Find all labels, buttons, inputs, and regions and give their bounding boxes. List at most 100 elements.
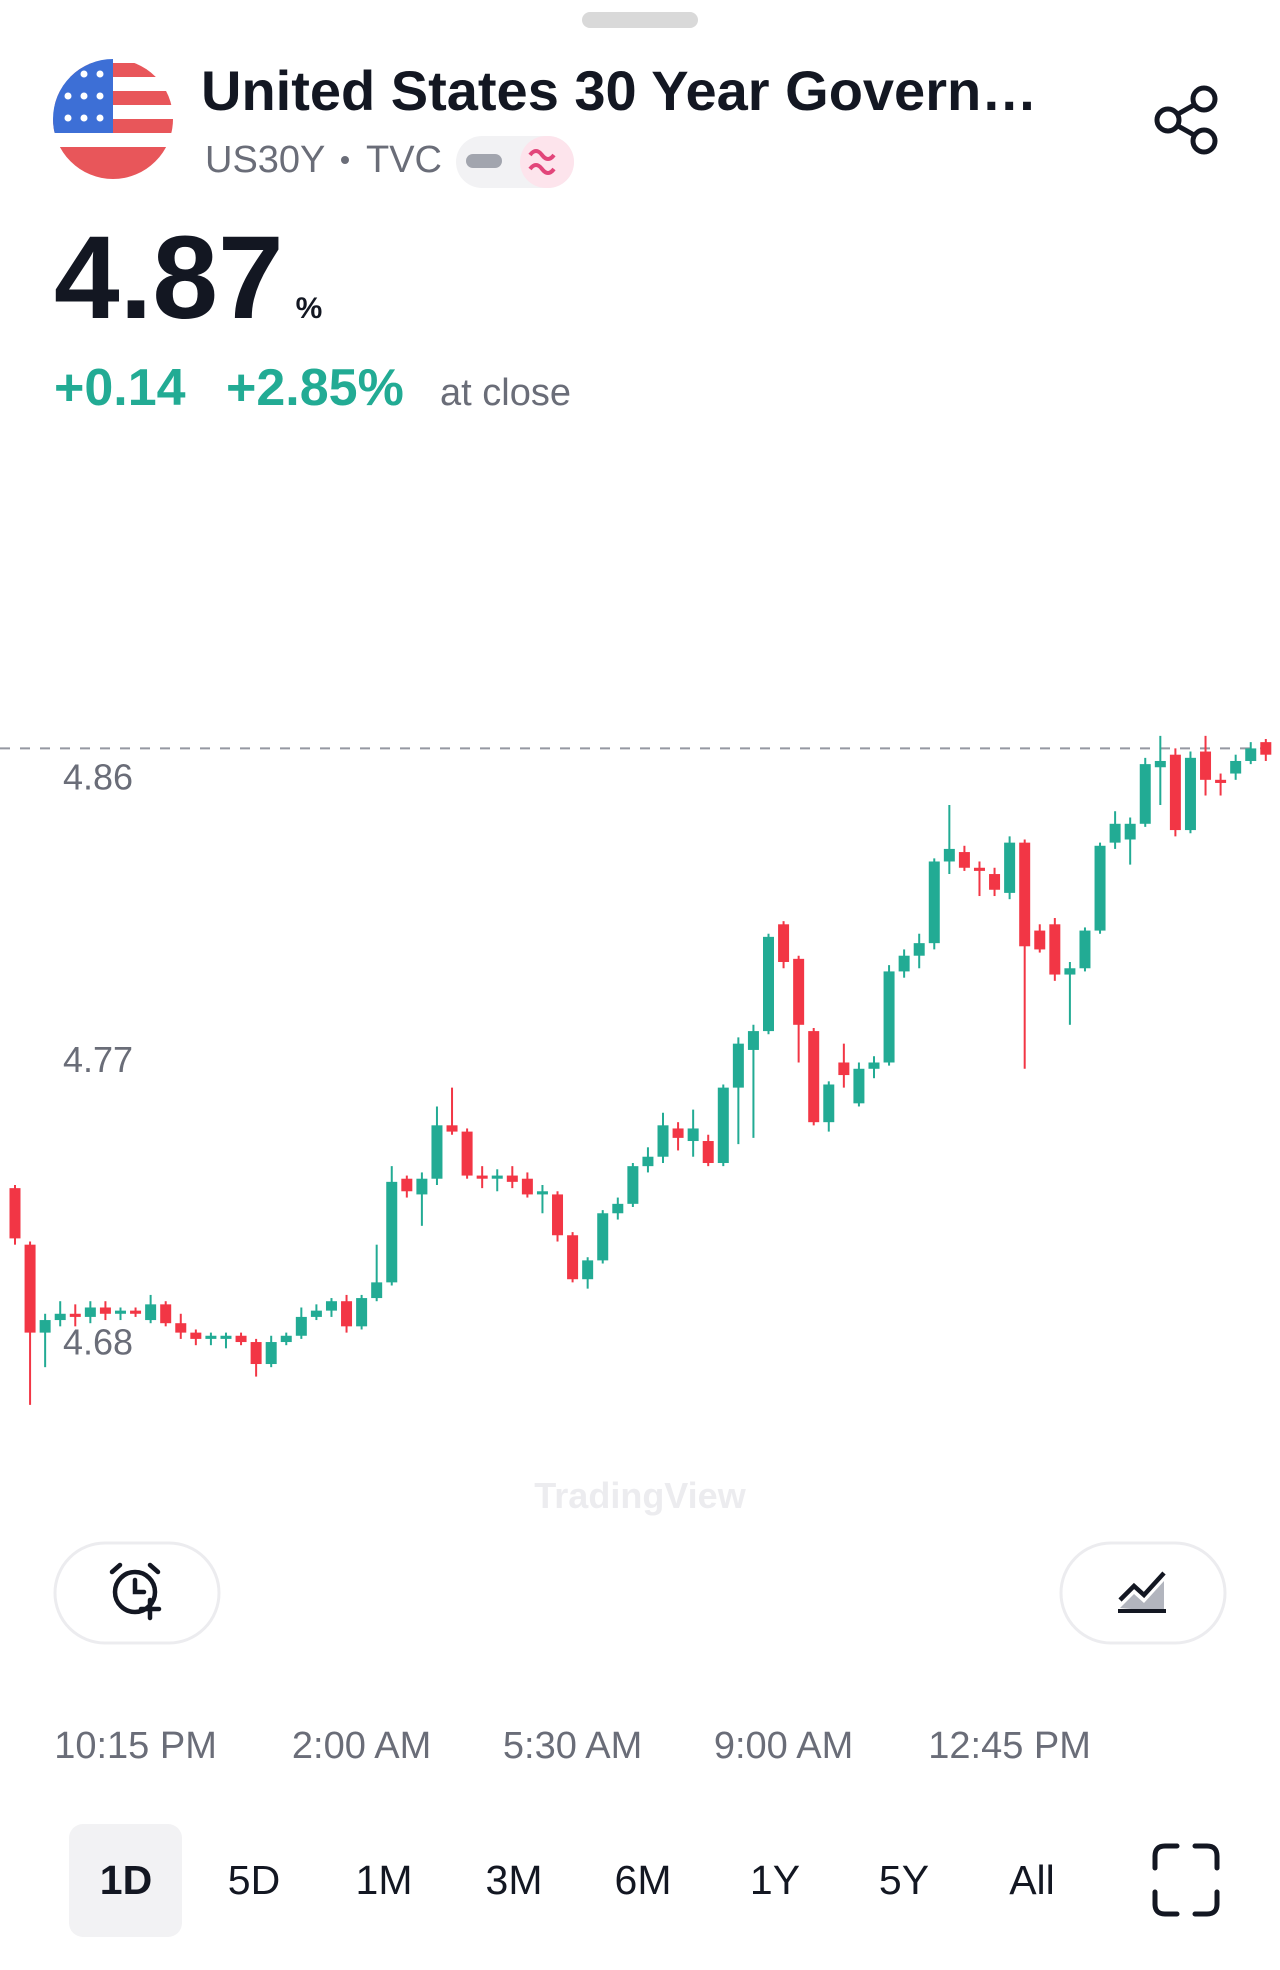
- candle-body: [747, 1031, 759, 1050]
- status-badges[interactable]: [456, 136, 574, 188]
- candle-body: [853, 1068, 865, 1104]
- candle-body: [1245, 748, 1257, 761]
- candle-body: [763, 936, 774, 1032]
- fullscreen-button[interactable]: [1152, 1843, 1220, 1917]
- candle-body: [973, 867, 985, 871]
- candle-body: [1260, 742, 1272, 755]
- candle-body: [39, 1320, 51, 1333]
- candle-body: [325, 1301, 337, 1311]
- candle-body: [99, 1307, 111, 1314]
- candle-body: [356, 1298, 368, 1327]
- candle-body: [250, 1342, 262, 1365]
- candle-body: [597, 1213, 609, 1261]
- range-tab[interactable]: 3M: [486, 1857, 543, 1903]
- candle-body: [1109, 823, 1121, 843]
- symbol: US30Y: [205, 139, 325, 181]
- selected-tab-background: [69, 1824, 182, 1937]
- candle-body: [341, 1301, 353, 1327]
- candle-body: [793, 958, 805, 1025]
- price: 4.87: [54, 212, 284, 344]
- candle-body: [1124, 823, 1136, 840]
- candle-body: [371, 1282, 383, 1299]
- candle-body: [928, 861, 940, 944]
- candle-body: [295, 1316, 307, 1336]
- candle-body: [24, 1244, 36, 1333]
- candle-body: [461, 1131, 473, 1176]
- candle-body: [130, 1310, 142, 1314]
- candle-body: [823, 1084, 835, 1123]
- separator-dot: [341, 156, 349, 164]
- candle-body: [838, 1062, 850, 1076]
- candle-body: [190, 1332, 202, 1339]
- candle-body: [868, 1062, 880, 1069]
- candle-body: [732, 1043, 744, 1088]
- candle-body: [898, 955, 910, 972]
- add-alert-button[interactable]: [53, 1541, 221, 1645]
- range-tab[interactable]: 6M: [615, 1857, 672, 1903]
- candle-body: [175, 1323, 187, 1333]
- candle-body: [220, 1335, 232, 1339]
- x-tick-label: 5:30 AM: [503, 1725, 642, 1767]
- x-tick-label: 9:00 AM: [714, 1725, 853, 1767]
- range-tab[interactable]: 5D: [228, 1857, 280, 1903]
- candle-body: [717, 1087, 729, 1164]
- candle-body: [205, 1335, 217, 1339]
- range-tab[interactable]: 1D: [100, 1857, 152, 1903]
- range-tabs: 1D 5D 1M 3M 6M 1Y 5Y All: [100, 1857, 1055, 1903]
- candle-body: [536, 1191, 548, 1195]
- candle-body: [476, 1175, 488, 1179]
- candle-body: [401, 1178, 413, 1192]
- candle-body: [627, 1166, 639, 1204]
- share-button[interactable]: [1154, 85, 1218, 155]
- candle-body: [778, 924, 790, 962]
- candle-body: [69, 1313, 81, 1317]
- candle-body: [1079, 930, 1091, 969]
- range-tab[interactable]: 5Y: [879, 1857, 929, 1903]
- candle-body: [1215, 779, 1227, 783]
- candle-body: [1019, 842, 1031, 947]
- change-percent: +2.85%: [226, 359, 404, 417]
- chart-style-button[interactable]: [1059, 1541, 1227, 1645]
- candle-body: [958, 852, 970, 868]
- instrument-title: United States 30 Year Govern…: [201, 59, 1037, 122]
- range-tab[interactable]: 1M: [356, 1857, 413, 1903]
- candle-body: [672, 1128, 684, 1138]
- candle-body: [989, 874, 1001, 890]
- candle-body: [506, 1175, 518, 1182]
- candle-body: [446, 1125, 458, 1132]
- candlestick-chart: 4.68 4.77 4.86: [0, 735, 1280, 1405]
- candle-body: [687, 1128, 699, 1142]
- x-tick-label: 12:45 PM: [928, 1725, 1091, 1767]
- range-tab[interactable]: All: [1009, 1857, 1055, 1903]
- range-tab[interactable]: 1Y: [750, 1857, 800, 1903]
- candle-body: [1034, 930, 1046, 950]
- candle-body: [582, 1260, 594, 1280]
- candle-body: [612, 1203, 624, 1214]
- candle-body: [114, 1310, 126, 1314]
- candle-body: [913, 943, 925, 956]
- candle-body: [1139, 764, 1151, 824]
- candle-body: [943, 848, 955, 862]
- candle-body: [145, 1304, 157, 1321]
- candle-body: [1200, 751, 1212, 780]
- candle-body: [1094, 845, 1106, 931]
- candle-body: [1230, 760, 1242, 774]
- candle-body: [657, 1125, 669, 1157]
- candle-body: [9, 1188, 21, 1239]
- watermark: TradingView: [534, 1475, 746, 1516]
- candle-body: [883, 971, 895, 1063]
- change: +0.14: [54, 359, 186, 417]
- candle-body: [416, 1178, 428, 1195]
- candle-body: [280, 1335, 292, 1343]
- candle-body: [386, 1181, 398, 1283]
- candle-body: [808, 1031, 820, 1123]
- candle-body: [1169, 754, 1181, 831]
- y-tick-label: 4.68: [63, 1322, 133, 1363]
- y-tick-label: 4.86: [63, 756, 133, 797]
- candle-body: [431, 1125, 443, 1179]
- candle-body: [1004, 842, 1016, 893]
- drag-handle[interactable]: [582, 12, 698, 28]
